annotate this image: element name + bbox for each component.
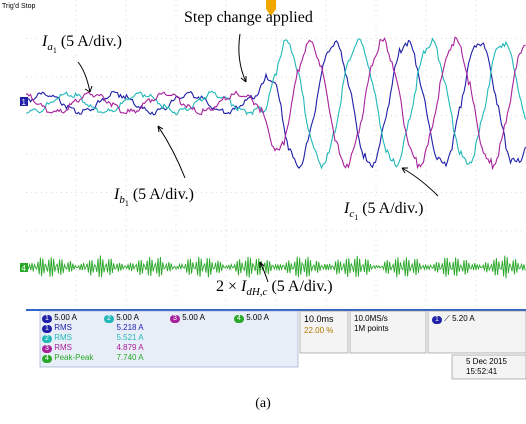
ch1-scale[interactable]: 1 5.00 A (42, 313, 77, 323)
meas2-value: 5.521 A (116, 333, 144, 342)
graticule-grid (26, 0, 526, 308)
trigger-panel (427, 310, 526, 354)
meas4-type: Peak-Peak (54, 353, 94, 362)
ia-scale: (5 A/div.) (60, 33, 123, 50)
ch2-scale-value: 5.00 A (116, 313, 139, 322)
ih-subscript: dH,c (246, 286, 268, 299)
ic-symbol: I (344, 200, 350, 217)
oscilloscope-screen: Trig'd Stop 1 4 Step change ap (2, 0, 526, 382)
ia-arrow (77, 61, 91, 93)
trigger-position-value: 22.00 % (304, 326, 334, 335)
ib-subscript: b (119, 194, 125, 207)
ib-annotation: Ib1 (5 A/div.) (114, 186, 194, 208)
timebase-panel (299, 310, 349, 354)
sample-rate-value[interactable]: 10.0MS/s (354, 314, 388, 323)
ch3-scale-value: 5.00 A (182, 313, 205, 322)
record-length-value: 1M points (354, 324, 389, 333)
meas3-badge: 3 (42, 345, 52, 353)
ib-subsubscript: 1 (124, 199, 129, 209)
waveform-display: Trig'd Stop 1 4 (2, 0, 526, 382)
datetime-panel (451, 354, 526, 380)
measurement-row-3: 3 RMS 4.879 A (42, 343, 144, 353)
trigger-slope-icon: ⟋ (444, 314, 450, 323)
ic-annotation: Ic1 (5 A/div.) (344, 200, 423, 222)
meas3-value: 4.879 A (116, 343, 144, 352)
trigger-settings[interactable]: 1 ⟋ 5.20 A (432, 314, 475, 324)
ch2-scale[interactable]: 2 5.00 A (104, 313, 139, 323)
trigger-source-badge: 1 (432, 316, 442, 324)
measurement-row-4: 4 Peak-Peak 7.740 A (42, 353, 144, 363)
measurement-row-1: 1 RMS 5.218 A (42, 323, 144, 333)
measurement-panel (39, 310, 299, 368)
ch4-marker-label: 4 (22, 264, 27, 273)
ic-subscript: c (349, 208, 355, 221)
ih-symbol: I (241, 278, 247, 295)
oscilloscope-status-bar (26, 308, 526, 382)
meas2-badge: 2 (42, 335, 52, 343)
ch3-scale[interactable]: 3 5.00 A (170, 313, 205, 323)
ic-arrow (401, 167, 439, 197)
ch4-badge: 4 (234, 315, 244, 323)
meas3-type: RMS (54, 343, 73, 352)
meas1-badge: 1 (42, 325, 52, 333)
ih-scale: (5 A/div.) (271, 278, 333, 295)
meas1-value: 5.218 A (116, 323, 144, 332)
ch4-ground-marker (20, 263, 28, 272)
ib-arrow (157, 125, 186, 179)
ch1-marker-label: 1 (22, 98, 27, 107)
ic-scale: (5 A/div.) (362, 200, 424, 217)
waveform-ic (25, 36, 526, 171)
ia-subscript: a (47, 41, 53, 54)
ch2-badge: 2 (104, 315, 114, 323)
ia-annotation: Ia1 (5 A/div.) (40, 33, 125, 56)
figure-caption: (a) (255, 396, 271, 411)
acquisition-status: Trig'd Stop (2, 3, 35, 10)
annotation-arrows (77, 33, 439, 283)
ih-prefix: 2 × (216, 278, 238, 295)
waveform-traces (25, 36, 526, 279)
measurement-row-2: 2 RMS 5.521 A (42, 333, 144, 343)
step-arrow (238, 33, 247, 83)
meas4-value: 7.740 A (116, 353, 144, 362)
ch1-ground-marker (20, 97, 28, 106)
ch4-scale[interactable]: 4 5.00 A (234, 313, 269, 323)
acquisition-panel (349, 310, 427, 354)
step-change-annotation: Step change applied (184, 9, 313, 26)
ib-symbol: I (114, 186, 120, 203)
ia-symbol: I (42, 33, 48, 50)
ic-subsubscript: 1 (354, 213, 359, 223)
trigger-position-marker (266, 0, 276, 16)
timebase-value[interactable]: 10.0ms (304, 314, 334, 324)
ch3-badge: 3 (170, 315, 180, 323)
harmonic-annotation: 2 × IdH,c (5 A/div.) (216, 278, 333, 298)
meas1-type: RMS (54, 323, 73, 332)
ih-arrow (259, 261, 269, 283)
ch1-badge: 1 (42, 315, 52, 323)
ch4-scale-value: 5.00 A (246, 313, 269, 322)
meas4-badge: 4 (42, 355, 52, 363)
date-value: 5 Dec 2015 (466, 357, 507, 366)
ia-subsubscript: 1 (52, 46, 57, 56)
time-value: 15:52:41 (466, 367, 498, 376)
ch1-scale-value: 5.00 A (54, 313, 77, 322)
ib-scale: (5 A/div.) (132, 186, 195, 203)
waveform-harmonic (25, 255, 526, 279)
meas2-type: RMS (54, 333, 73, 342)
waveform-ia (25, 39, 526, 169)
trigger-level-value: 5.20 A (452, 314, 475, 323)
